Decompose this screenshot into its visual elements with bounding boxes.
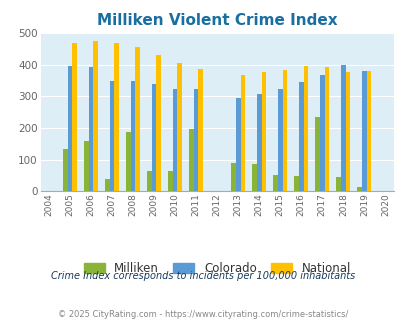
Bar	[105, 180, 109, 191]
Bar	[319, 76, 324, 191]
Bar	[231, 163, 235, 191]
Bar	[109, 81, 114, 191]
Bar	[151, 84, 156, 191]
Bar	[361, 71, 366, 191]
Bar	[366, 71, 371, 191]
Bar	[189, 129, 194, 191]
Bar	[282, 70, 286, 191]
Bar	[126, 132, 130, 191]
Bar	[252, 164, 256, 191]
Bar	[168, 171, 173, 191]
Bar	[72, 43, 77, 191]
Bar	[294, 176, 298, 191]
Bar	[336, 177, 340, 191]
Bar	[324, 67, 328, 191]
Bar	[63, 148, 68, 191]
Bar	[256, 93, 261, 191]
Bar	[235, 98, 240, 191]
Bar	[156, 55, 161, 191]
Bar	[261, 72, 266, 191]
Bar	[240, 75, 245, 191]
Bar	[147, 171, 151, 191]
Title: Milliken Violent Crime Index: Milliken Violent Crime Index	[97, 13, 337, 28]
Bar	[198, 69, 202, 191]
Legend: Milliken, Colorado, National: Milliken, Colorado, National	[79, 257, 355, 280]
Bar	[68, 66, 72, 191]
Bar	[340, 65, 345, 191]
Text: Crime Index corresponds to incidents per 100,000 inhabitants: Crime Index corresponds to incidents per…	[51, 271, 354, 281]
Bar	[177, 63, 182, 191]
Bar	[345, 72, 350, 191]
Bar	[315, 117, 319, 191]
Bar	[89, 67, 93, 191]
Bar	[356, 187, 361, 191]
Bar	[93, 41, 98, 191]
Bar	[130, 82, 135, 191]
Text: © 2025 CityRating.com - https://www.cityrating.com/crime-statistics/: © 2025 CityRating.com - https://www.city…	[58, 310, 347, 319]
Bar	[173, 89, 177, 191]
Bar	[84, 141, 89, 191]
Bar	[303, 66, 307, 191]
Bar	[273, 175, 277, 191]
Bar	[298, 82, 303, 191]
Bar	[135, 47, 140, 191]
Bar	[277, 89, 282, 191]
Bar	[114, 44, 119, 191]
Bar	[194, 89, 198, 191]
